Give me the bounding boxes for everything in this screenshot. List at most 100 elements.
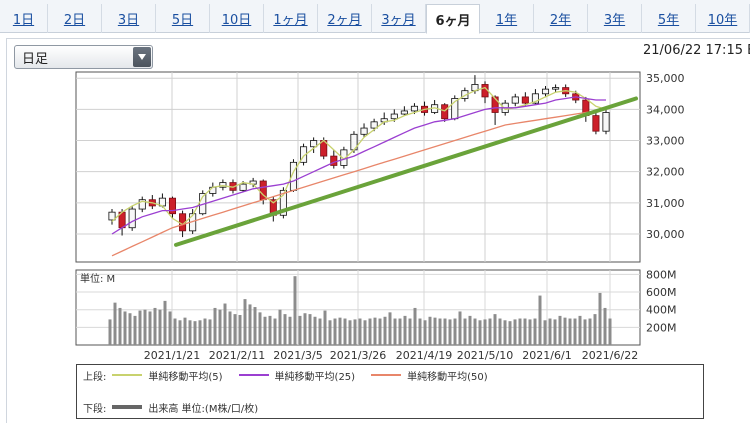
volume-y-tick: 600M <box>646 286 677 299</box>
volume-bar <box>583 319 587 345</box>
volume-bar <box>338 317 342 345</box>
volume-bar <box>228 311 232 345</box>
volume-bar <box>518 318 522 345</box>
tab-8[interactable]: 3ヶ月 <box>372 4 426 33</box>
legend-ma25-swatch <box>238 374 269 376</box>
volume-bar <box>528 319 532 345</box>
candle-up <box>602 112 610 132</box>
volume-bar <box>178 320 182 345</box>
tab-3[interactable]: 3日 <box>102 4 156 33</box>
legend-ma25-label: 単純移動平均(25) <box>274 371 356 383</box>
price-y-tick: 34,000 <box>646 103 685 116</box>
chevron-down-icon <box>133 47 151 67</box>
period-tab-bar: 1日 2日 3日 5日 10日 1ヶ月 2ヶ月 3ヶ月 6ヶ月 1年 2年 3年 5年 10年 <box>0 0 750 34</box>
x-tick: 2021/3/26 <box>330 349 386 362</box>
volume-bar <box>238 315 242 345</box>
volume-bar <box>133 315 137 345</box>
volume-bar <box>483 319 487 345</box>
tab-1[interactable]: 1日 <box>0 4 48 33</box>
volume-bar <box>353 319 357 345</box>
volume-bar <box>188 320 192 345</box>
volume-bar <box>113 302 117 345</box>
candle-down <box>168 197 177 215</box>
tab-2[interactable]: 2日 <box>48 4 102 33</box>
candle-up <box>390 113 398 120</box>
volume-bar <box>213 307 217 345</box>
candle-up <box>279 189 287 216</box>
volume-bar <box>398 318 402 345</box>
candle-up <box>360 127 368 135</box>
legend-ma25: 単純移動平均(25) <box>233 368 356 383</box>
tab-11[interactable]: 2年 <box>534 4 588 33</box>
tab-10[interactable]: 1年 <box>480 4 534 33</box>
tab-7[interactable]: 2ヶ月 <box>318 4 372 33</box>
volume-bar <box>143 309 147 345</box>
ma5-line <box>111 86 607 226</box>
volume-bar <box>218 309 222 345</box>
candle-up <box>410 105 418 112</box>
volume-bar <box>298 315 302 345</box>
volume-y-tick: 800M <box>646 268 677 281</box>
trendline <box>174 96 638 247</box>
volume-bar <box>468 315 472 345</box>
volume-bar <box>523 318 527 345</box>
tab-6[interactable]: 1ヶ月 <box>264 4 318 33</box>
volume-bar <box>153 307 157 345</box>
volume-bar <box>558 315 562 345</box>
price-y-tick: 31,000 <box>646 197 685 210</box>
candle-period-select[interactable]: 日足 <box>14 45 153 69</box>
tab-9[interactable]: 6ヶ月 <box>426 4 480 34</box>
volume-bar <box>378 318 382 345</box>
volume-bar <box>413 307 417 345</box>
volume-bar <box>578 315 582 345</box>
volume-bar <box>163 300 167 345</box>
volume-bar <box>408 318 412 345</box>
legend-ma5-swatch <box>112 374 143 376</box>
tab-4[interactable]: 5日 <box>156 4 210 33</box>
price-y-tick: 32,000 <box>646 166 685 179</box>
volume-bar <box>438 318 442 345</box>
legend-ma5-label: 単純移動平均(5) <box>148 371 223 383</box>
volume-bar <box>603 307 607 345</box>
volume-bar <box>428 316 432 345</box>
volume-bar <box>233 314 237 345</box>
volume-y-tick: 200M <box>646 321 677 334</box>
candle-down <box>330 155 338 166</box>
x-tick: 2021/3/5 <box>273 349 322 362</box>
volume-bar <box>198 320 202 345</box>
volume-bar <box>493 314 497 345</box>
volume-bar <box>168 311 172 345</box>
volume-bar <box>513 319 517 345</box>
volume-bar <box>343 318 347 345</box>
volume-bar <box>393 318 397 345</box>
tab-13[interactable]: 5年 <box>642 4 696 33</box>
legend-ma50: 単純移動平均(50) <box>365 368 488 383</box>
price-y-tick: 33,000 <box>646 135 685 148</box>
volume-bar <box>388 312 392 345</box>
volume-bar <box>608 318 612 345</box>
volume-bar <box>508 321 512 345</box>
candle-up <box>108 211 116 221</box>
candle-up <box>239 183 247 191</box>
volume-bar <box>358 318 362 345</box>
volume-bar <box>253 307 257 345</box>
volume-bar <box>588 318 592 345</box>
volume-bar <box>278 309 282 345</box>
volume-bar <box>533 318 537 345</box>
volume-bar <box>348 320 352 345</box>
legend-ma50-swatch <box>371 374 402 376</box>
ma25-line <box>111 96 606 235</box>
volume-bar <box>478 320 482 345</box>
tab-5[interactable]: 10日 <box>210 4 264 33</box>
volume-unit-label: 単位: M <box>80 272 115 285</box>
volume-bar <box>443 318 447 345</box>
candle-up <box>400 110 408 115</box>
volume-bar <box>363 320 367 345</box>
volume-bar <box>308 314 312 345</box>
volume-bar <box>473 318 477 345</box>
candle-up <box>300 146 308 163</box>
candle-down <box>521 96 529 104</box>
tab-12[interactable]: 3年 <box>588 4 642 33</box>
candle-up <box>138 199 146 210</box>
candle-up <box>531 93 539 104</box>
